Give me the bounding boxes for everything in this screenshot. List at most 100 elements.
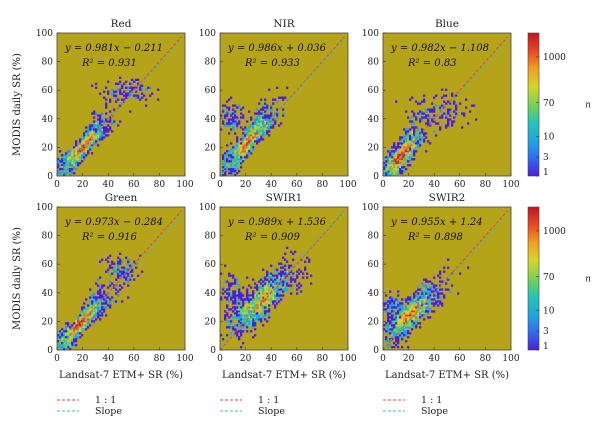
density-point — [222, 164, 225, 167]
density-point — [411, 328, 414, 331]
density-point — [85, 138, 88, 141]
density-point — [393, 322, 396, 325]
density-point — [389, 300, 392, 303]
density-point — [224, 154, 227, 157]
density-point — [230, 122, 233, 125]
density-point — [107, 260, 110, 263]
one-to-one-line — [219, 210, 345, 351]
density-point — [397, 324, 400, 327]
density-point — [113, 262, 116, 265]
density-point — [399, 148, 402, 151]
density-point — [455, 104, 458, 107]
density-point — [413, 148, 416, 151]
density-point — [119, 76, 122, 79]
density-point — [246, 134, 249, 137]
density-point — [65, 164, 68, 167]
density-point — [228, 282, 231, 285]
density-point — [427, 118, 430, 121]
density-point — [230, 114, 233, 117]
density-point — [101, 304, 104, 307]
density-point — [407, 332, 410, 335]
density-point — [224, 164, 227, 167]
density-point — [423, 318, 426, 321]
density-point — [262, 298, 265, 301]
density-point — [228, 158, 231, 161]
density-point — [278, 294, 281, 297]
density-point — [103, 284, 106, 287]
density-point — [232, 156, 235, 159]
density-point — [75, 142, 78, 145]
density-point — [97, 278, 100, 281]
density-point — [77, 336, 80, 339]
density-point — [125, 268, 128, 271]
density-point — [244, 152, 247, 155]
density-point — [417, 322, 420, 325]
density-point — [236, 308, 239, 311]
density-point — [264, 310, 267, 313]
density-point — [389, 338, 392, 341]
density-point — [409, 296, 412, 299]
density-point — [93, 298, 96, 301]
x-tick-label: 40 — [428, 354, 440, 364]
density-point — [425, 296, 428, 299]
density-point — [238, 162, 241, 165]
density-point — [258, 312, 261, 315]
density-point — [252, 148, 255, 151]
density-point — [87, 126, 90, 129]
density-point — [131, 88, 134, 91]
density-point — [258, 134, 261, 137]
regression-equation: y = 0.981x − 0.211 — [64, 43, 163, 54]
density-point — [393, 146, 396, 149]
density-point — [260, 300, 263, 303]
density-point — [240, 292, 243, 295]
plot-frame — [382, 32, 512, 177]
y-tick-label: 40 — [368, 289, 380, 299]
density-point — [278, 296, 281, 299]
density-point — [395, 340, 398, 343]
density-point — [254, 128, 257, 131]
density-point — [260, 278, 263, 281]
density-point — [244, 126, 247, 129]
density-point — [85, 318, 88, 321]
density-point — [252, 316, 255, 319]
density-point — [407, 152, 410, 155]
density-point — [292, 274, 295, 277]
y-tick-label: 60 — [42, 260, 54, 270]
density-point — [407, 150, 410, 153]
density-point — [445, 114, 448, 117]
density-point — [67, 322, 70, 325]
density-point — [431, 110, 434, 113]
density-point — [115, 90, 118, 93]
density-point — [407, 156, 410, 159]
density-point — [252, 296, 255, 299]
density-point — [437, 300, 440, 303]
density-point — [270, 116, 273, 119]
density-point — [73, 344, 76, 347]
density-point — [407, 128, 410, 131]
density-point — [230, 326, 233, 329]
density-point — [262, 132, 265, 135]
density-point — [423, 304, 426, 307]
density-point — [282, 276, 285, 279]
density-point — [238, 284, 241, 287]
density-point — [109, 116, 112, 119]
density-point — [286, 288, 289, 291]
density-point — [65, 348, 68, 351]
density-point — [433, 286, 436, 289]
density-point — [260, 116, 263, 119]
density-point — [262, 286, 265, 289]
density-point — [230, 292, 233, 295]
density-point — [242, 316, 245, 319]
density-point — [99, 116, 102, 119]
density-point — [99, 92, 102, 95]
density-point — [401, 160, 404, 163]
density-point — [224, 172, 227, 175]
density-point — [226, 168, 229, 171]
density-point — [236, 294, 239, 297]
density-point — [425, 290, 428, 293]
density-point — [262, 104, 265, 107]
slope-line — [219, 210, 345, 349]
density-point — [238, 120, 241, 123]
density-point — [127, 260, 130, 263]
density-point — [83, 310, 86, 313]
